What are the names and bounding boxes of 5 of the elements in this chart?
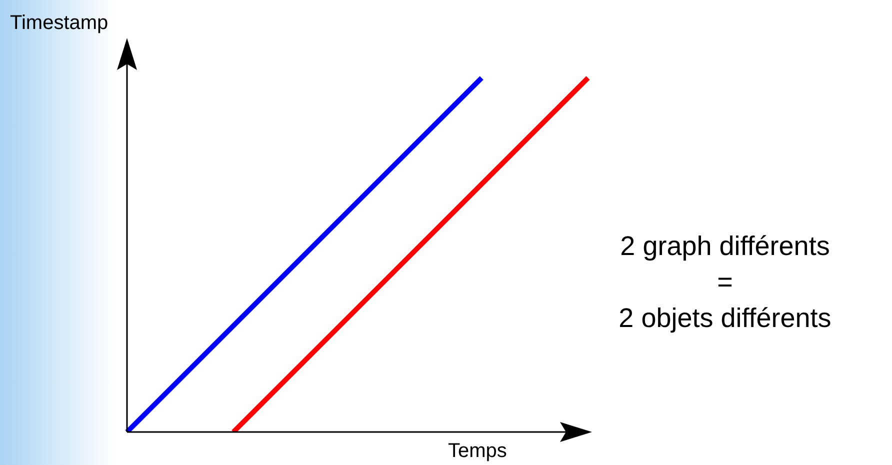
text: 2 objets différents xyxy=(618,302,832,335)
text: = xyxy=(716,266,734,299)
text: 2 graph différents xyxy=(619,230,831,263)
x-axis-title: Temps xyxy=(448,440,507,463)
y-axis-title: Timestamp xyxy=(10,12,108,35)
